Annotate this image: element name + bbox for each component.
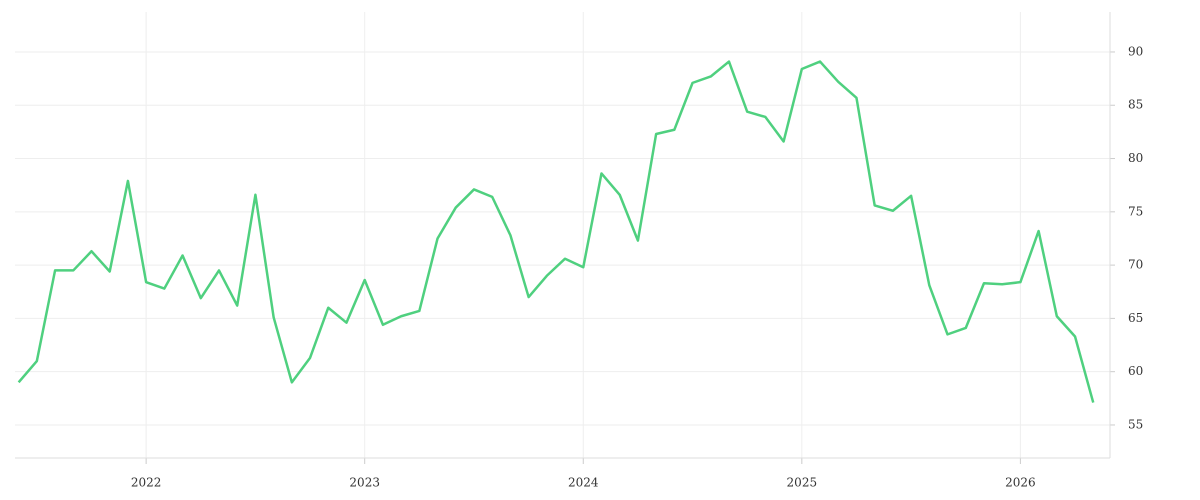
y-tick-label: 70 — [1128, 258, 1143, 272]
y-tick-label: 60 — [1128, 364, 1143, 378]
x-tick-label: 2026 — [1005, 476, 1036, 490]
y-tick-label: 90 — [1128, 44, 1143, 58]
y-tick-label: 80 — [1128, 151, 1143, 165]
y-tick-label: 55 — [1128, 417, 1143, 431]
data-line — [17, 60, 1095, 403]
x-tick-label: 2022 — [131, 476, 162, 490]
y-tick-label: 65 — [1128, 311, 1143, 325]
y-tick-label: 85 — [1128, 98, 1143, 112]
y-tick-label: 75 — [1128, 204, 1143, 218]
x-tick-label: 2023 — [349, 476, 380, 490]
x-tick-label: 2025 — [787, 476, 818, 490]
x-tick-label: 2024 — [568, 476, 599, 490]
